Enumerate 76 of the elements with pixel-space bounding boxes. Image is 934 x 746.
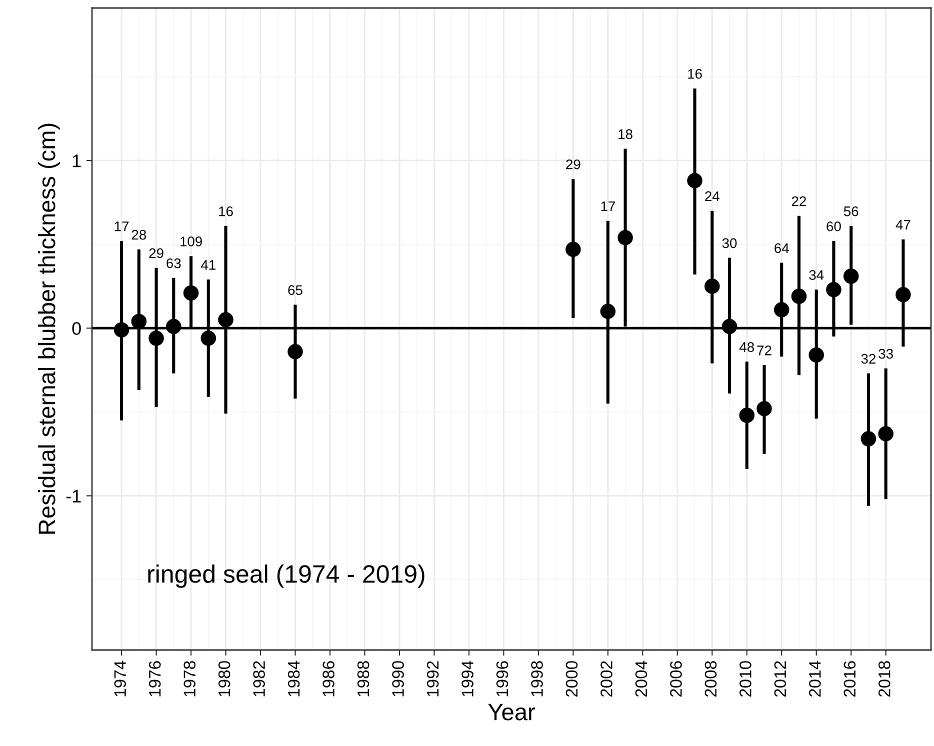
annotation: 17 [601, 202, 615, 212]
annotation: 32 [861, 354, 876, 364]
x-tick-label: 1974 [114, 660, 126, 696]
x-tick-label: 1990 [392, 661, 404, 696]
x-tick-label: 2006 [670, 661, 682, 697]
y-axis-title: Residual sternal blubber thickness (cm) [38, 124, 60, 534]
y-tick-label: 0 [72, 322, 81, 335]
x-tick-label: 1996 [496, 661, 508, 696]
x-tick-label: 1986 [322, 661, 334, 696]
point [843, 268, 859, 284]
annotation: 16 [688, 68, 702, 79]
x-tick-label: 1978 [184, 661, 196, 696]
point [774, 302, 790, 318]
point [756, 400, 772, 416]
annotation: 47 [896, 220, 910, 230]
point [218, 312, 234, 328]
x-tick-label: 1980 [218, 661, 230, 696]
point [566, 242, 581, 258]
x-tick-label: 2000 [566, 661, 578, 697]
x-tick-label: 2004 [635, 660, 648, 697]
annotation: 30 [722, 238, 737, 248]
annotation: 22 [792, 196, 806, 206]
x-tick-label: 2018 [878, 661, 890, 697]
y-tick-label: 1 [72, 154, 81, 168]
x-tick-label: 1992 [426, 661, 439, 696]
point [808, 347, 824, 363]
x-tick-label: 2002 [600, 661, 612, 697]
annotation: 63 [166, 258, 181, 268]
x-tick-label: 1994 [462, 660, 474, 696]
point [878, 426, 894, 442]
point [148, 330, 164, 346]
point [166, 318, 182, 334]
x-tick-label: 1988 [357, 661, 370, 696]
annotation: 29 [566, 159, 580, 170]
point [791, 288, 807, 304]
point [739, 408, 755, 423]
annotation: 16 [219, 206, 233, 216]
annotation: 56 [844, 206, 858, 216]
point [288, 344, 303, 360]
point [200, 330, 216, 346]
annotation: 34 [809, 270, 824, 280]
point [722, 318, 738, 334]
point [860, 431, 876, 446]
annotation: 64 [774, 243, 789, 254]
annotation: 41 [200, 260, 216, 270]
x-tick-label: 1984 [288, 660, 300, 696]
y-tick-label: -1 [66, 490, 81, 502]
annotation: 109 [180, 236, 202, 246]
annotation: 33 [878, 348, 893, 359]
annotation: 17 [114, 222, 129, 232]
x-tick-label: 2014 [809, 660, 821, 697]
point [826, 282, 842, 298]
point [114, 322, 130, 338]
annotation: 28 [132, 230, 146, 240]
point [687, 173, 702, 188]
annotation: 18 [618, 129, 632, 140]
annotation: 29 [149, 248, 164, 258]
x-tick-label: 2016 [844, 661, 856, 697]
point [600, 304, 616, 320]
point [704, 278, 720, 294]
x-axis-title: Year [488, 704, 535, 720]
annotation: 65 [288, 285, 302, 296]
point [618, 230, 633, 246]
x-tick-label: 2012 [774, 661, 786, 697]
annotation: 72 [757, 346, 772, 356]
x-tick-label: 2010 [740, 661, 752, 697]
point [183, 285, 199, 301]
annotation: 24 [705, 191, 720, 201]
x-tick-label: 1982 [253, 661, 265, 696]
x-tick-label: 1998 [531, 661, 543, 696]
x-tick-label: 1976 [148, 661, 161, 696]
x-tick-label: 2008 [704, 661, 717, 697]
point [896, 287, 911, 302]
annotation: 60 [826, 221, 841, 232]
annotation: 48 [739, 342, 754, 352]
annotation: ringed seal (1974 - 2019) [148, 564, 424, 588]
